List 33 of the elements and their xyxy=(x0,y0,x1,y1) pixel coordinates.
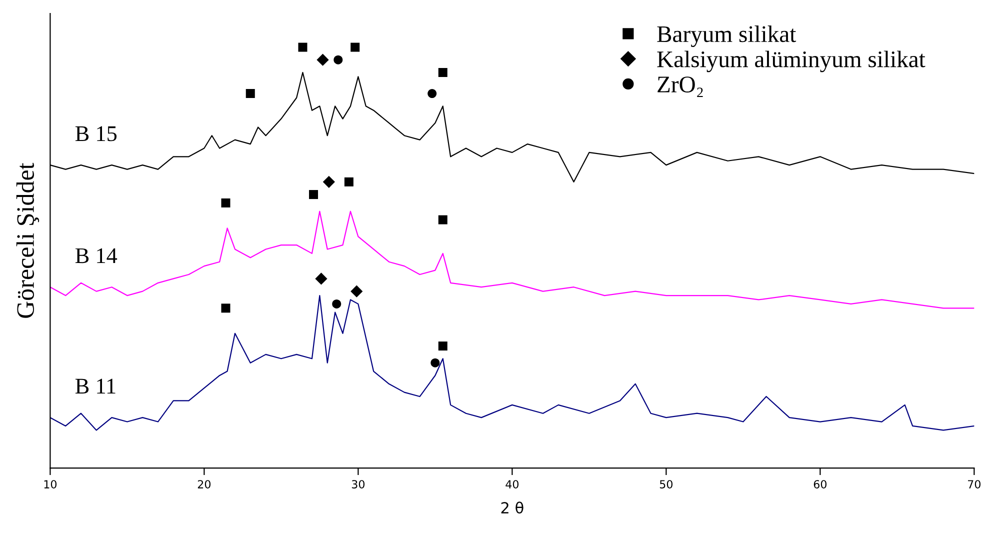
point xyxy=(221,304,230,313)
point xyxy=(315,272,328,285)
x-tick-label: 50 xyxy=(660,480,672,488)
x-tick-label: 10 xyxy=(44,480,57,488)
y-axis-title: Göreceli Şiddet xyxy=(16,162,40,318)
point xyxy=(246,89,255,98)
point xyxy=(350,42,360,52)
x-tick-label: 40 xyxy=(506,480,519,488)
x-tick-label: 60 xyxy=(814,480,826,488)
point xyxy=(344,177,354,186)
point xyxy=(316,54,329,66)
point xyxy=(221,198,230,208)
legend-label: Kalsiyum alüminyum silikat xyxy=(657,50,926,72)
point xyxy=(430,358,440,368)
point xyxy=(438,342,448,351)
point xyxy=(334,55,343,64)
point xyxy=(322,176,335,188)
series-label: B 14 xyxy=(75,248,118,264)
x-tick-label: 20 xyxy=(198,480,211,488)
x-axis-title: 2 θ xyxy=(501,502,524,514)
series-label: B 11 xyxy=(75,378,116,394)
point xyxy=(309,190,318,200)
x-tick-label: 70 xyxy=(968,480,980,488)
point xyxy=(438,215,448,224)
point xyxy=(350,285,363,298)
point xyxy=(332,299,342,308)
series-label: B 15 xyxy=(75,126,117,142)
point xyxy=(428,89,437,98)
legend-label: ZrO₂ xyxy=(658,76,703,98)
x-tick-label: 30 xyxy=(352,480,365,488)
point xyxy=(298,42,308,52)
point xyxy=(438,68,448,77)
legend-label: Baryum silikat xyxy=(657,26,796,48)
